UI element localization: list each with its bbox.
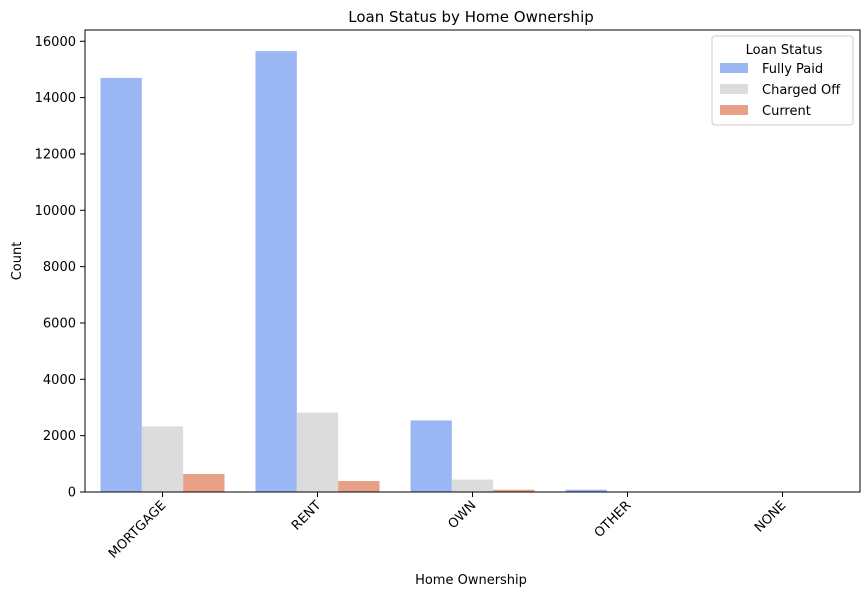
bar-fully-paid-own	[410, 420, 452, 492]
y-tick-label: 0	[68, 486, 76, 501]
y-tick-label: 8000	[43, 260, 76, 275]
y-tick-label: 4000	[43, 373, 76, 388]
bar-charged-off-mortgage	[141, 426, 184, 492]
bar-current-own	[493, 489, 535, 492]
legend-entry-label: Charged Off	[762, 83, 841, 98]
legend-box	[711, 35, 854, 126]
y-tick-label: 2000	[43, 429, 76, 444]
bar-current-mortgage	[183, 473, 225, 492]
legend: Loan Status Fully Paid Charged Off Current	[711, 35, 854, 126]
x-tick-label: OWN	[446, 498, 480, 532]
bar-fully-paid-mortgage	[100, 77, 142, 492]
y-tick-label: 10000	[35, 204, 76, 219]
y-axis-label: Count	[10, 242, 25, 281]
legend-swatch	[720, 84, 748, 94]
legend-entry-label: Current	[762, 104, 811, 119]
chart-title: Loan Status by Home Ownership	[348, 8, 594, 26]
legend-title: Loan Status	[746, 43, 823, 58]
y-tick-label: 14000	[35, 91, 76, 106]
x-tick-label: OTHER	[592, 498, 635, 541]
bar-fully-paid-other	[565, 489, 607, 492]
y-tick-label: 16000	[35, 35, 76, 50]
bar-charged-off-rent	[296, 412, 339, 492]
x-tick-label: NONE	[752, 498, 789, 535]
bar-fully-paid-rent	[255, 51, 297, 492]
bar-current-rent	[338, 481, 380, 492]
x-tick-label: MORTGAGE	[106, 498, 169, 561]
legend-swatch	[720, 63, 748, 73]
plot-area	[100, 51, 804, 492]
legend-swatch	[720, 105, 748, 115]
y-axis: 0 2000 4000 6000 8000 10000 12000 14000 16000	[35, 35, 85, 501]
legend-entry-label: Fully Paid	[762, 62, 823, 77]
x-tick-label: RENT	[289, 498, 324, 533]
x-axis: MORTGAGE RENT OWN OTHER NONE	[106, 492, 789, 562]
x-axis-label: Home Ownership	[415, 573, 527, 588]
bar-charged-off-own	[451, 479, 494, 492]
y-tick-label: 12000	[35, 147, 76, 162]
y-tick-label: 6000	[43, 316, 76, 331]
